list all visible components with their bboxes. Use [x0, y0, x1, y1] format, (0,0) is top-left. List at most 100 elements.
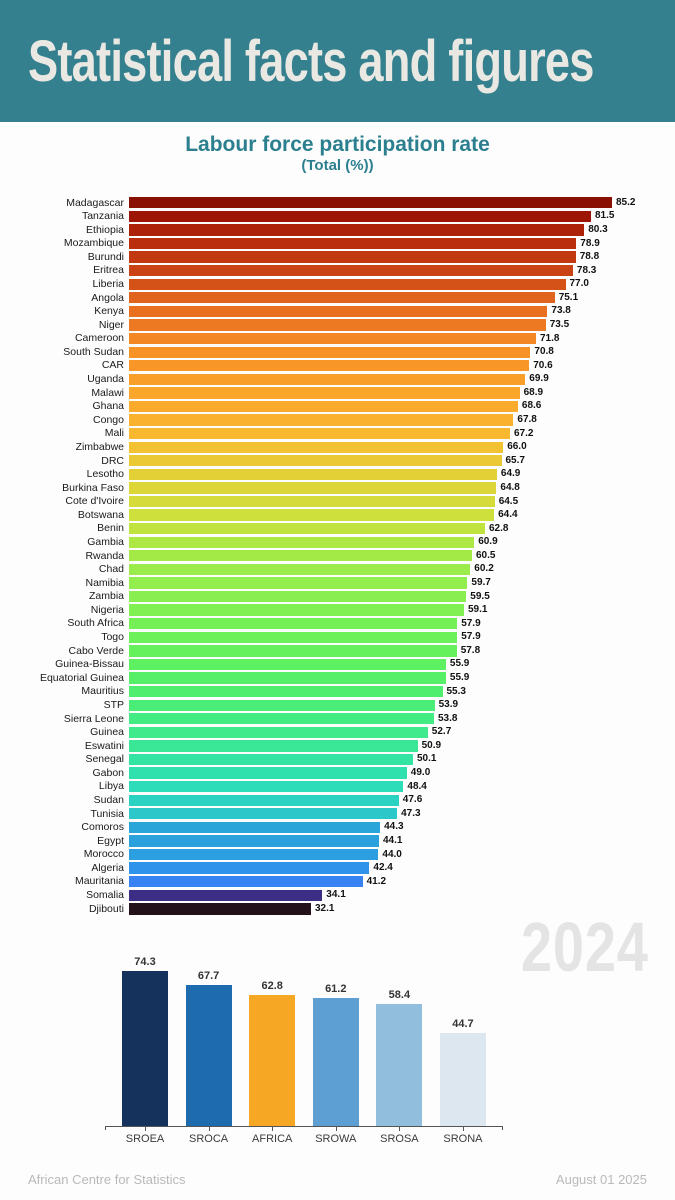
bar-zone: 44.3: [129, 821, 675, 835]
country-bar: [129, 835, 379, 847]
bar-row: Uganda 69.9: [0, 373, 675, 387]
bar-zone: 55.9: [129, 671, 675, 685]
country-bar: [129, 332, 536, 345]
bar-zone: 78.9: [129, 237, 675, 251]
country-bar: [129, 468, 497, 480]
region-bar: [122, 970, 168, 1126]
bar-row: Ethiopia 80.3: [0, 223, 675, 237]
bar-zone: 71.8: [129, 332, 675, 346]
country-bar: [129, 753, 413, 766]
value-label: 77.0: [569, 278, 589, 290]
country-bar: [129, 685, 443, 698]
country-bar: [129, 455, 502, 467]
bar-row: Gambia 60.9: [0, 535, 675, 549]
country-label: Morocco: [83, 848, 124, 861]
value-label: 65.7: [505, 454, 525, 466]
country-label: Tanzania: [81, 210, 124, 223]
country-label: Benin: [97, 522, 124, 535]
value-label: 52.7: [431, 726, 452, 738]
region-value-label: 62.8: [261, 979, 283, 992]
country-bar: [129, 441, 504, 453]
bar-row: Burkina Faso 64.8: [0, 481, 675, 495]
region-value-label: 67.7: [197, 969, 220, 982]
value-label: 59.5: [470, 590, 490, 602]
country-bar: [129, 427, 510, 440]
country-label: Zambia: [88, 590, 124, 603]
region-bar-column: 58.4: [376, 989, 423, 1126]
country-bar: [129, 251, 576, 263]
country-label: Mauritania: [74, 875, 124, 888]
value-label: 78.8: [579, 251, 600, 263]
country-label: Namibia: [85, 576, 124, 589]
country-label: Senegal: [85, 753, 124, 766]
bar-zone: 34.1: [129, 888, 675, 902]
value-label: 41.2: [366, 875, 387, 887]
bar-row: Niger 73.5: [0, 318, 675, 332]
value-label: 59.7: [471, 576, 491, 588]
country-label: Mozambique: [63, 237, 124, 250]
country-bar: [129, 740, 418, 752]
value-label: 47.3: [401, 807, 421, 819]
bar-zone: 64.8: [129, 481, 675, 495]
bar-zone: 48.4: [129, 780, 675, 794]
value-label: 50.9: [421, 739, 442, 751]
bar-row: Guinea 52.7: [0, 726, 675, 740]
bar-zone: 67.8: [129, 413, 675, 427]
bar-zone: 55.3: [129, 685, 675, 699]
bar-row: Comoros 44.3: [0, 821, 675, 835]
country-label: Tunisia: [90, 807, 124, 820]
country-label: CAR: [101, 359, 124, 372]
bar-zone: 42.4: [129, 861, 675, 875]
bar-row: Equatorial Guinea 55.9: [0, 671, 675, 685]
country-bar: [129, 305, 548, 318]
country-label: Congo: [93, 413, 124, 426]
bar-zone: 75.1: [129, 291, 675, 305]
region-label: SROSA: [376, 1127, 422, 1145]
value-label: 57.9: [461, 617, 481, 629]
value-label: 70.8: [534, 346, 554, 358]
region-label: SROWA: [313, 1127, 359, 1145]
country-label: STP: [103, 698, 124, 711]
country-bar: [129, 197, 612, 209]
header-banner: Statistical facts and figures: [0, 0, 675, 122]
country-bar: [129, 577, 468, 589]
regional-bar-chart: 74.3 67.7 62.8 61.2 58.4 44.7 SROEA SROCA AFRIC…: [105, 956, 503, 1145]
value-label: 34.1: [326, 889, 346, 901]
value-label: 55.3: [446, 685, 466, 697]
country-label: South Africa: [67, 617, 124, 630]
country-bar: [129, 604, 464, 616]
region-bar: [312, 998, 359, 1126]
bar-zone: 78.3: [129, 264, 675, 278]
country-label: Algeria: [91, 861, 124, 874]
bar-row: Sudan 47.6: [0, 793, 675, 807]
value-label: 48.4: [407, 780, 427, 792]
country-label: Madagascar: [66, 196, 124, 209]
bar-row: Malawi 68.9: [0, 386, 675, 400]
bar-zone: 80.3: [129, 223, 675, 237]
bar-row: Cote d'Ivoire 64.5: [0, 495, 675, 509]
bar-row: Sierra Leone 53.8: [0, 712, 675, 726]
country-bar: [129, 713, 434, 725]
country-label: Rwanda: [85, 549, 124, 562]
value-label: 80.3: [588, 223, 608, 235]
country-bar: [129, 292, 555, 304]
region-bar-column: 44.7: [439, 1018, 486, 1126]
country-bar: [129, 767, 407, 779]
region-bar-column: 67.7: [185, 969, 232, 1126]
bar-row: Tunisia 47.3: [0, 807, 675, 821]
bar-row: CAR 70.6: [0, 359, 675, 373]
value-label: 70.6: [533, 359, 553, 371]
bar-zone: 64.4: [129, 508, 675, 522]
country-bar: [129, 210, 591, 223]
bar-zone: 81.5: [129, 210, 675, 224]
bar-zone: 69.9: [129, 373, 675, 387]
bar-row: Mozambique 78.9: [0, 237, 675, 251]
value-label: 49.0: [410, 767, 431, 779]
x-axis-line: [105, 1126, 503, 1130]
bar-row: Djibouti 32.1: [0, 902, 675, 916]
value-label: 73.5: [549, 318, 570, 330]
bar-zone: 50.9: [129, 739, 675, 753]
country-label: Cote d'Ivoire: [65, 495, 124, 508]
country-bar: [129, 319, 546, 331]
bar-zone: 59.1: [129, 603, 675, 617]
